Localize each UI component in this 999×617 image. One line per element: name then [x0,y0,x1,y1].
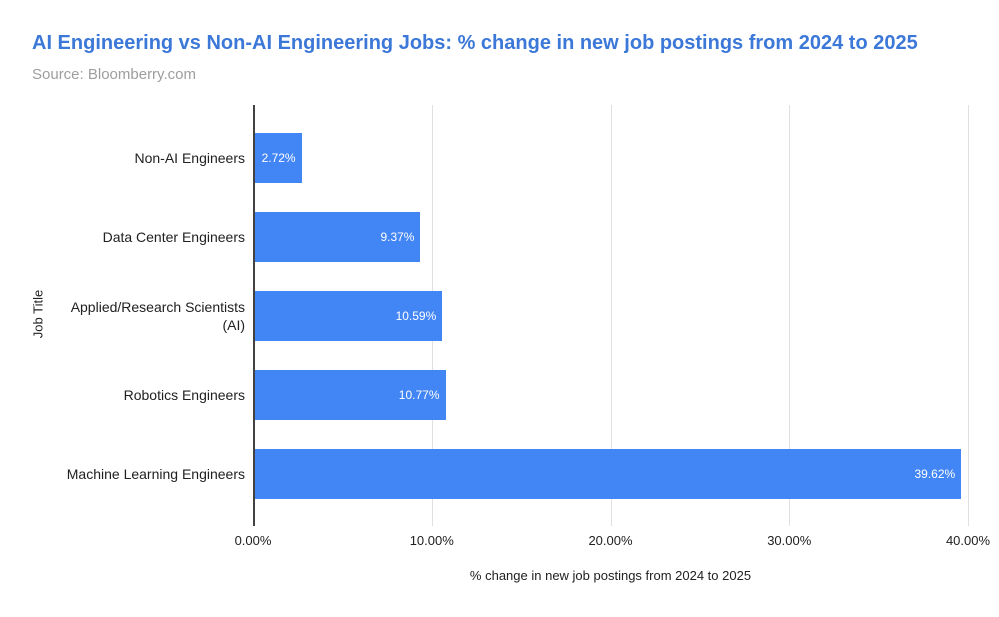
category-label: Machine Learning Engineers [66,465,245,482]
bar-value-label: 10.77% [398,388,440,402]
x-tick-label: 0.00% [234,533,272,548]
bar-value-label: 2.72% [261,151,296,165]
bar: 10.77% [253,370,446,420]
x-tick-label: 30.00% [767,533,812,548]
x-tick-label: 10.00% [409,533,454,548]
chart-title: AI Engineering vs Non-AI Engineering Job… [32,32,918,54]
plot-area: 2.72% 9.37% 10.59% 10.77% 39.62% [253,105,969,526]
bar: 2.72% [253,133,302,183]
bar: 10.59% [253,291,443,341]
category-label: Robotics Engineers [123,386,245,403]
bar: 9.37% [253,212,421,262]
bar-value-label: 9.37% [380,230,415,244]
chart-source: Source: Bloomberry.com [32,66,196,83]
bar-value-label: 10.59% [395,309,437,323]
x-axis-title: % change in new job postings from 2024 t… [469,568,752,583]
category-label: Data Center Engineers [102,228,245,245]
gridline [968,105,969,526]
x-tick-label: 40.00% [945,533,991,548]
gridline [789,105,791,526]
bar: 39.62% [253,449,962,499]
category-label: Applied/Research Scientists (AI) [70,298,245,333]
bar-value-label: 39.62% [914,467,956,481]
y-axis-line [253,105,255,526]
category-label: Non-AI Engineers [134,149,245,166]
gridline [610,105,612,526]
x-tick-label: 20.00% [588,533,633,548]
